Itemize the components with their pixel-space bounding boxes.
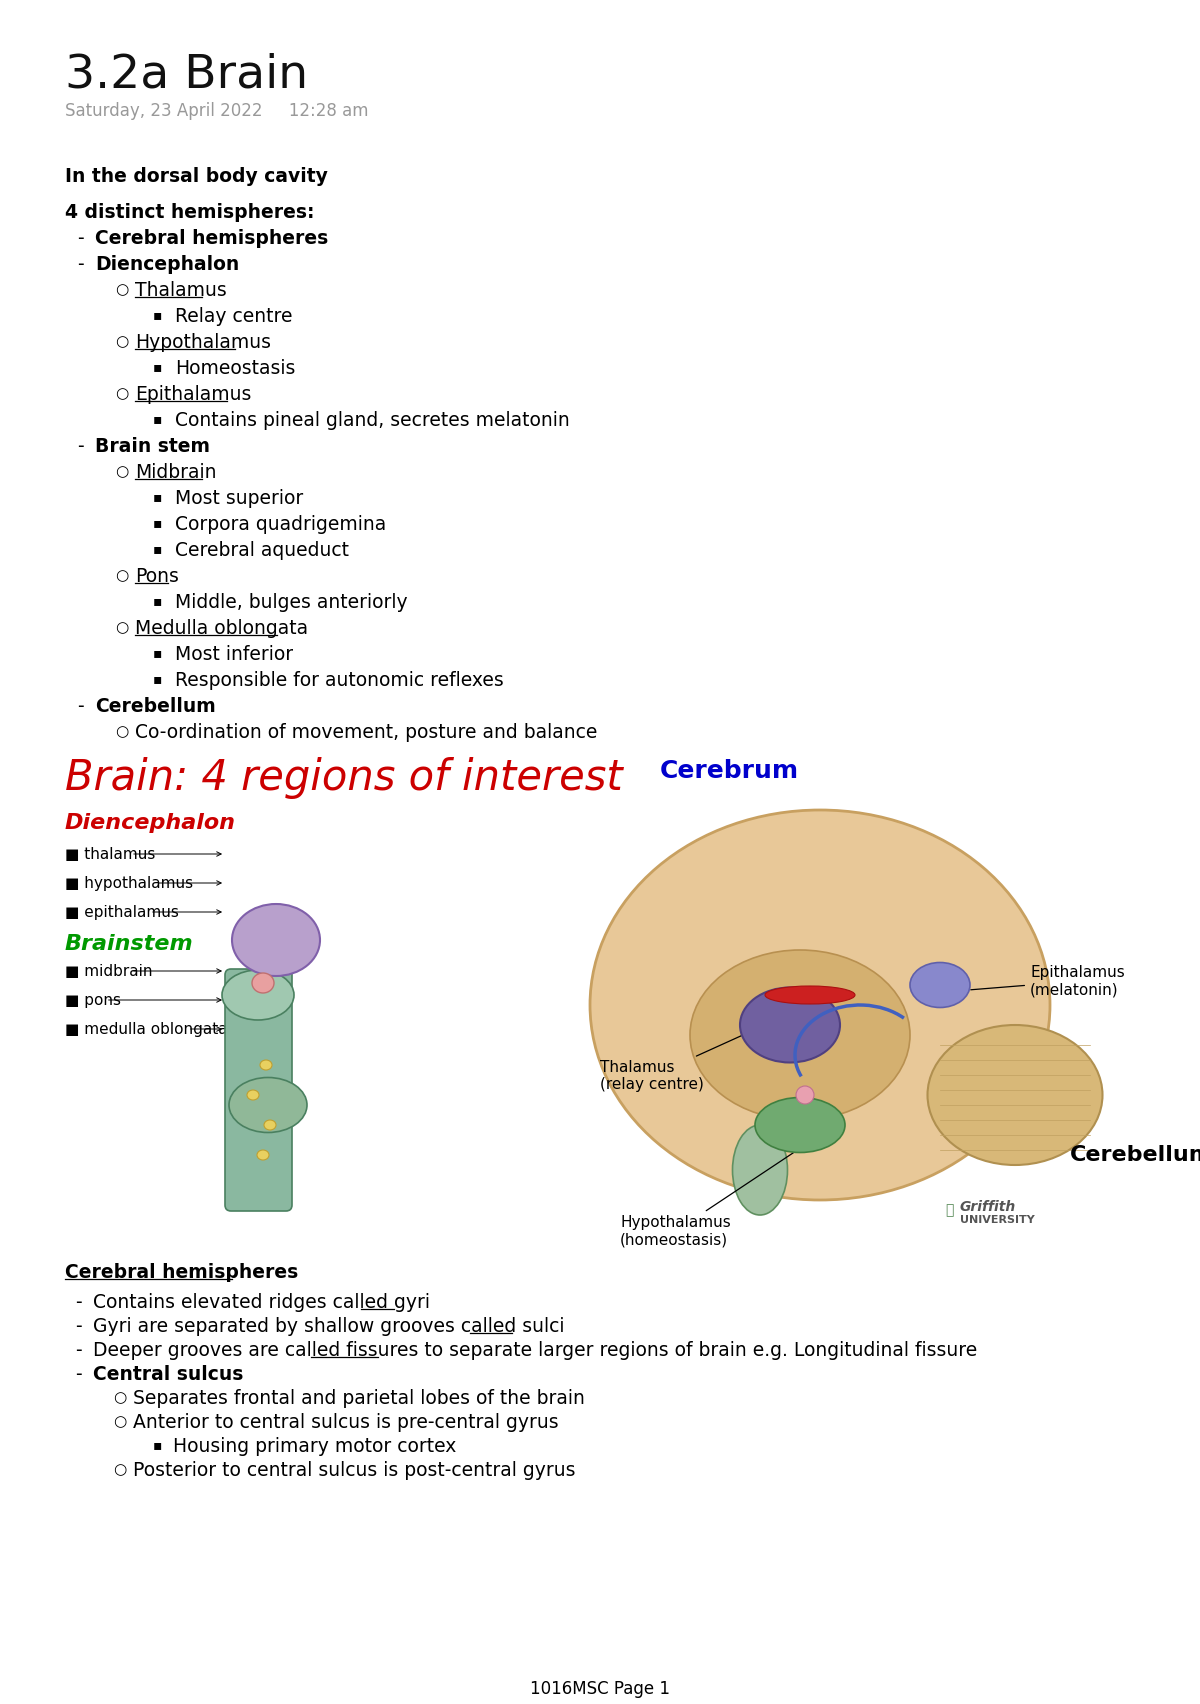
Text: ▪: ▪ <box>154 646 162 659</box>
Text: Thalamus: Thalamus <box>134 281 227 300</box>
Text: Cerebral hemispheres: Cerebral hemispheres <box>95 228 329 249</box>
Text: Diencephalon: Diencephalon <box>95 256 239 274</box>
Text: Brain stem: Brain stem <box>95 436 210 457</box>
Text: UNIVERSITY: UNIVERSITY <box>960 1215 1034 1225</box>
Text: ■ hypothalamus: ■ hypothalamus <box>65 876 193 891</box>
Text: ○: ○ <box>115 724 128 740</box>
Ellipse shape <box>910 963 970 1007</box>
Text: Corpora quadrigemina: Corpora quadrigemina <box>175 515 386 533</box>
Text: ○: ○ <box>115 463 128 479</box>
Ellipse shape <box>260 1060 272 1070</box>
Text: ■ pons: ■ pons <box>65 993 121 1009</box>
Text: ■ medulla oblongata: ■ medulla oblongata <box>65 1022 228 1038</box>
Text: -: - <box>74 1293 82 1312</box>
Text: Saturday, 23 April 2022     12:28 am: Saturday, 23 April 2022 12:28 am <box>65 102 368 119</box>
Text: -: - <box>74 1365 82 1384</box>
Text: ▪: ▪ <box>154 516 162 530</box>
Text: Central sulcus: Central sulcus <box>94 1365 244 1384</box>
Text: Responsible for autonomic reflexes: Responsible for autonomic reflexes <box>175 671 504 690</box>
Ellipse shape <box>755 1097 845 1152</box>
Text: ▪: ▪ <box>154 412 162 426</box>
Text: ▪: ▪ <box>154 671 162 687</box>
Text: Relay centre: Relay centre <box>175 307 293 325</box>
Text: -: - <box>77 228 84 249</box>
Text: Cerebral aqueduct: Cerebral aqueduct <box>175 540 349 561</box>
Text: Contains elevated ridges called gyri: Contains elevated ridges called gyri <box>94 1293 430 1312</box>
Bar <box>50 804 1150 1235</box>
Text: Epithalamus
(melatonin): Epithalamus (melatonin) <box>971 964 1124 997</box>
Text: ○: ○ <box>115 387 128 400</box>
Text: Hypothalamus: Hypothalamus <box>134 332 271 353</box>
Text: Most inferior: Most inferior <box>175 646 293 665</box>
Text: 1016MSC Page 1: 1016MSC Page 1 <box>530 1680 670 1697</box>
Ellipse shape <box>796 1085 814 1104</box>
Text: Housing primary motor cortex: Housing primary motor cortex <box>173 1436 456 1455</box>
Text: Pons: Pons <box>134 567 179 586</box>
Text: Posterior to central sulcus is post-central gyrus: Posterior to central sulcus is post-cent… <box>133 1460 576 1481</box>
Text: -: - <box>77 697 84 716</box>
Ellipse shape <box>264 1120 276 1130</box>
Text: Deeper grooves are called fissures to separate larger regions of brain e.g. Long: Deeper grooves are called fissures to se… <box>94 1341 977 1360</box>
Text: In the dorsal body cavity: In the dorsal body cavity <box>65 167 328 186</box>
Ellipse shape <box>229 1077 307 1133</box>
Text: ○: ○ <box>115 281 128 296</box>
Text: Contains pineal gland, secretes melatonin: Contains pineal gland, secretes melatoni… <box>175 411 570 429</box>
Text: ■ epithalamus: ■ epithalamus <box>65 905 179 920</box>
Text: Midbrain: Midbrain <box>134 463 216 482</box>
Text: ▪: ▪ <box>154 308 162 322</box>
Text: Separates frontal and parietal lobes of the brain: Separates frontal and parietal lobes of … <box>133 1389 584 1408</box>
Text: Homeostasis: Homeostasis <box>175 360 295 378</box>
Text: Gyri are separated by shallow grooves called sulci: Gyri are separated by shallow grooves ca… <box>94 1317 564 1336</box>
Ellipse shape <box>257 1150 269 1160</box>
Ellipse shape <box>232 905 320 976</box>
Text: Medulla oblongata: Medulla oblongata <box>134 619 308 637</box>
Text: Cerebrum: Cerebrum <box>660 758 799 784</box>
Text: 3.2a Brain: 3.2a Brain <box>65 53 308 97</box>
Ellipse shape <box>732 1125 787 1215</box>
Text: ▪: ▪ <box>154 595 162 608</box>
Text: 🌿: 🌿 <box>946 1203 953 1217</box>
Ellipse shape <box>766 987 854 1004</box>
Text: ○: ○ <box>115 334 128 349</box>
Text: ○: ○ <box>113 1462 126 1477</box>
Text: 4 distinct hemispheres:: 4 distinct hemispheres: <box>65 203 314 222</box>
Text: Epithalamus: Epithalamus <box>134 385 251 404</box>
Text: Brain: 4 regions of interest: Brain: 4 regions of interest <box>65 757 623 799</box>
Text: Brainstem: Brainstem <box>65 934 193 954</box>
Text: ○: ○ <box>115 567 128 583</box>
Text: -: - <box>74 1317 82 1336</box>
Text: ▪: ▪ <box>154 542 162 556</box>
Text: Cerebral hemispheres: Cerebral hemispheres <box>65 1263 299 1281</box>
Text: ▪: ▪ <box>154 360 162 373</box>
Text: Anterior to central sulcus is pre-central gyrus: Anterior to central sulcus is pre-centra… <box>133 1413 559 1431</box>
Ellipse shape <box>690 951 910 1120</box>
Text: ○: ○ <box>113 1390 126 1406</box>
Text: Griffith: Griffith <box>960 1200 1016 1213</box>
Text: ■ thalamus: ■ thalamus <box>65 847 155 862</box>
Ellipse shape <box>252 973 274 993</box>
Text: ▪: ▪ <box>154 491 162 504</box>
Text: Middle, bulges anteriorly: Middle, bulges anteriorly <box>175 593 408 612</box>
Text: ○: ○ <box>115 620 128 636</box>
Text: Cerebellum: Cerebellum <box>95 697 216 716</box>
Ellipse shape <box>928 1026 1103 1166</box>
Text: ○: ○ <box>113 1414 126 1430</box>
Text: ■ midbrain: ■ midbrain <box>65 964 152 980</box>
Text: Diencephalon: Diencephalon <box>65 813 236 833</box>
FancyBboxPatch shape <box>226 970 292 1212</box>
Ellipse shape <box>247 1091 259 1101</box>
Ellipse shape <box>590 809 1050 1200</box>
Ellipse shape <box>222 970 294 1021</box>
Text: -: - <box>74 1341 82 1360</box>
Text: ▪: ▪ <box>154 1438 162 1452</box>
Text: -: - <box>77 436 84 457</box>
Text: Co-ordination of movement, posture and balance: Co-ordination of movement, posture and b… <box>134 722 598 741</box>
Text: Hypothalamus
(homeostasis): Hypothalamus (homeostasis) <box>620 1147 803 1247</box>
Text: Thalamus
(relay centre): Thalamus (relay centre) <box>600 1026 762 1092</box>
Text: Most superior: Most superior <box>175 489 304 508</box>
Text: -: - <box>77 256 84 274</box>
Text: Cerebellum: Cerebellum <box>1070 1145 1200 1166</box>
Ellipse shape <box>740 988 840 1063</box>
